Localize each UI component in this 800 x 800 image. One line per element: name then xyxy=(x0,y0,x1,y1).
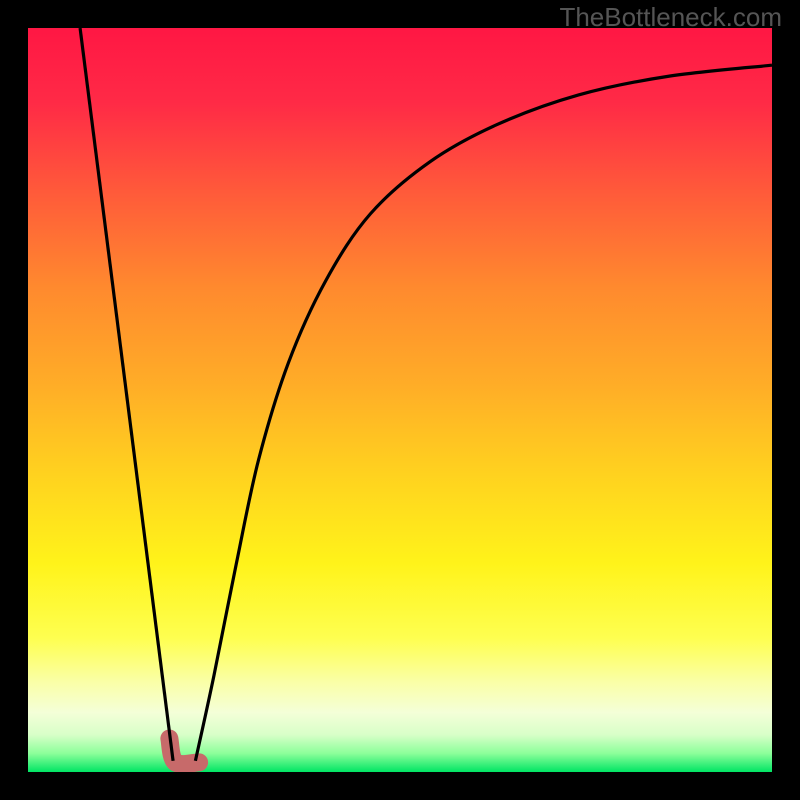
bottleneck-curve-right xyxy=(195,65,772,761)
bottleneck-curve-left xyxy=(80,28,173,761)
chart-root: TheBottleneck.com xyxy=(0,0,800,800)
watermark-text: TheBottleneck.com xyxy=(559,2,782,33)
curve-layer xyxy=(28,28,772,772)
plot-area xyxy=(28,28,772,772)
